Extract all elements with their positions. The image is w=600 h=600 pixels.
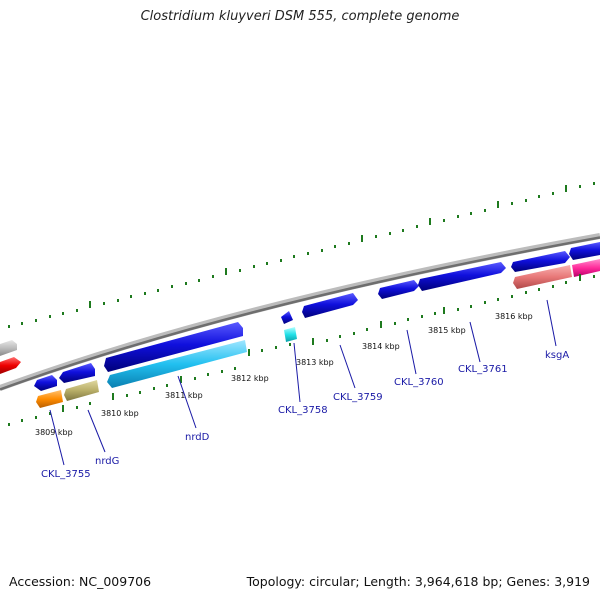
backbone-line <box>0 233 600 391</box>
leader-lines <box>49 299 557 466</box>
feature-gray-partial <box>0 340 17 356</box>
cds-forward-2 <box>281 311 293 324</box>
position-label: 3815 kbp <box>428 326 466 335</box>
leader-line <box>177 375 197 429</box>
cds-forward-4 <box>378 280 419 299</box>
position-label: 3811 kbp <box>165 391 203 400</box>
feature-red-partial <box>0 357 21 374</box>
genome-summary-text: Topology: circular; Length: 3,964,618 bp… <box>246 574 590 589</box>
cds-reverse-1 <box>34 375 57 391</box>
cds-sky <box>107 340 247 388</box>
position-label: 3810 kbp <box>101 409 139 418</box>
gene-labels: CKL_3755 nrdG nrdD CKL_3758 CKL_3759 CKL… <box>41 350 569 480</box>
gene-label-ckl-3755: CKL_3755 <box>41 469 91 480</box>
position-label: 3813 kbp <box>296 358 334 367</box>
gene-label-nrdd: nrdD <box>185 432 210 443</box>
outer-tick-marks <box>8 182 595 328</box>
leader-line <box>49 409 65 466</box>
cds-forward-6 <box>511 251 570 272</box>
accession-text: Accession: NC_009706 <box>9 574 152 589</box>
leader-line <box>293 342 301 403</box>
gene-label-ckl-3759: CKL_3759 <box>333 392 383 403</box>
cds-salmon <box>513 265 572 289</box>
cds-reverse-2 <box>59 363 95 383</box>
gene-label-ckl-3758: CKL_3758 <box>278 405 328 416</box>
rna-cyan <box>284 327 297 342</box>
leader-line <box>339 344 356 389</box>
outer-tick-row <box>8 182 595 328</box>
leader-line <box>546 299 557 347</box>
cds-forward-1 <box>104 322 243 372</box>
position-label: 3809 kbp <box>35 428 73 437</box>
rna-olive <box>64 380 99 401</box>
position-label: 3812 kbp <box>231 374 269 383</box>
position-labels: 3809 kbp 3810 kbp 3811 kbp 3812 kbp 3813… <box>35 312 533 437</box>
inner-tick-row <box>8 274 595 426</box>
leader-line <box>87 409 106 453</box>
position-label: 3814 kbp <box>362 342 400 351</box>
cds-forward-5 <box>418 262 506 291</box>
position-label: 3816 kbp <box>495 312 533 321</box>
rna-orange <box>36 390 63 408</box>
gene-label-ckl-3760: CKL_3760 <box>394 377 444 388</box>
inner-tick-marks <box>8 274 595 426</box>
cds-magenta-partial <box>572 259 600 277</box>
backbone <box>0 233 600 391</box>
gene-label-ckl-3761: CKL_3761 <box>458 364 508 375</box>
gene-label-nrdg: nrdG <box>95 456 119 467</box>
leader-line <box>469 321 481 363</box>
cds-forward-3 <box>302 293 358 318</box>
leader-line <box>406 329 417 375</box>
backbone-shade <box>0 236 600 391</box>
map-title: Clostridium kluyveri DSM 555, complete g… <box>140 9 460 24</box>
cds-forward-7-partial <box>569 242 600 260</box>
gene-label-ksga: ksgA <box>545 350 569 361</box>
